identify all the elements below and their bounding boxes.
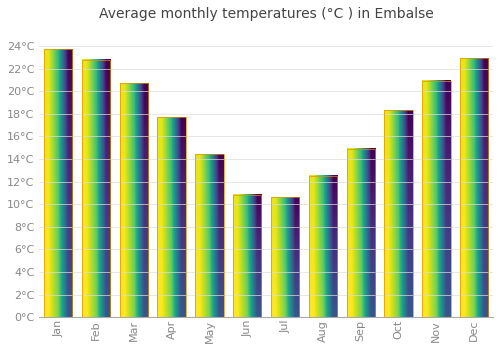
Bar [460, 58, 488, 317]
Bar [82, 60, 110, 317]
Title: Average monthly temperatures (°C ) in Embalse: Average monthly temperatures (°C ) in Em… [99, 7, 434, 21]
Bar [271, 197, 300, 317]
Bar [120, 83, 148, 317]
Bar [44, 49, 72, 317]
Bar [308, 176, 337, 317]
Bar [346, 149, 375, 317]
Bar [422, 81, 450, 317]
Bar [233, 195, 262, 317]
Bar [384, 110, 412, 317]
Bar [158, 117, 186, 317]
Bar [196, 154, 224, 317]
